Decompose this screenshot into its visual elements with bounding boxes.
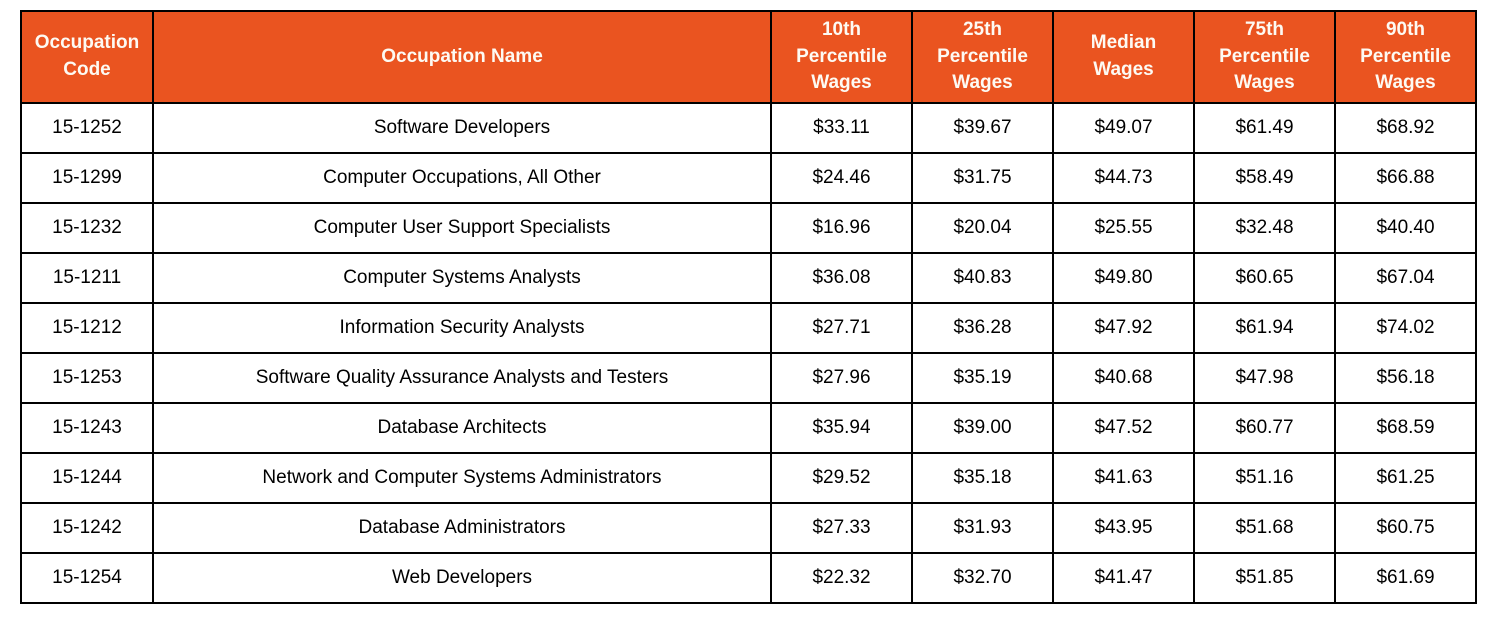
table-row: 15-1212 Information Security Analysts $2… (20, 302, 1477, 354)
wage-90th-percentile-cell: $67.04 (1334, 252, 1477, 304)
wage-25th-percentile-cell: $36.28 (911, 302, 1054, 354)
wage-median-cell: $44.73 (1052, 152, 1195, 204)
wage-75th-percentile-cell: $47.98 (1193, 352, 1336, 404)
table-row: 15-1232 Computer User Support Specialist… (20, 202, 1477, 254)
wage-25th-percentile-cell: $35.18 (911, 452, 1054, 504)
table-row: 15-1252 Software Developers $33.11 $39.6… (20, 102, 1477, 154)
occupation-name-cell: Database Administrators (152, 502, 772, 554)
wage-10th-percentile-cell: $22.32 (770, 552, 913, 604)
wage-25th-percentile-cell: $31.75 (911, 152, 1054, 204)
wage-90th-percentile-cell: $68.92 (1334, 102, 1477, 154)
occupation-code-cell: 15-1244 (20, 452, 154, 504)
wage-10th-percentile-cell: $33.11 (770, 102, 913, 154)
wage-75th-percentile-cell: $32.48 (1193, 202, 1336, 254)
wage-25th-percentile-cell: $20.04 (911, 202, 1054, 254)
wage-25th-percentile-cell: $32.70 (911, 552, 1054, 604)
occupation-code-cell: 15-1243 (20, 402, 154, 454)
wage-median-cell: $49.07 (1052, 102, 1195, 154)
wage-75th-percentile-cell: $51.85 (1193, 552, 1336, 604)
wage-median-cell: $49.80 (1052, 252, 1195, 304)
wage-90th-percentile-cell: $61.69 (1334, 552, 1477, 604)
occupation-name-cell: Database Architects (152, 402, 772, 454)
col-header-occupation-name: Occupation Name (152, 10, 772, 104)
table-row: 15-1244 Network and Computer Systems Adm… (20, 452, 1477, 504)
occupation-code-cell: 15-1252 (20, 102, 154, 154)
occupation-wages-table: Occupation Code Occupation Name 10th Per… (20, 10, 1477, 604)
col-header-occupation-code: Occupation Code (20, 10, 154, 104)
wage-median-cell: $25.55 (1052, 202, 1195, 254)
wage-median-cell: $47.92 (1052, 302, 1195, 354)
occupation-name-cell: Network and Computer Systems Administrat… (152, 452, 772, 504)
occupation-code-cell: 15-1253 (20, 352, 154, 404)
wage-median-cell: $40.68 (1052, 352, 1195, 404)
wage-90th-percentile-cell: $66.88 (1334, 152, 1477, 204)
wage-90th-percentile-cell: $60.75 (1334, 502, 1477, 554)
wage-25th-percentile-cell: $31.93 (911, 502, 1054, 554)
col-header-25th-percentile: 25th Percentile Wages (911, 10, 1054, 104)
wage-median-cell: $47.52 (1052, 402, 1195, 454)
wage-75th-percentile-cell: $51.16 (1193, 452, 1336, 504)
occupation-name-cell: Web Developers (152, 552, 772, 604)
wage-median-cell: $41.47 (1052, 552, 1195, 604)
wage-75th-percentile-cell: $60.65 (1193, 252, 1336, 304)
occupation-name-cell: Computer User Support Specialists (152, 202, 772, 254)
col-header-median-wages: Median Wages (1052, 10, 1195, 104)
wage-10th-percentile-cell: $27.96 (770, 352, 913, 404)
table-row: 15-1299 Computer Occupations, All Other … (20, 152, 1477, 204)
wage-median-cell: $41.63 (1052, 452, 1195, 504)
wage-10th-percentile-cell: $24.46 (770, 152, 913, 204)
occupation-name-cell: Information Security Analysts (152, 302, 772, 354)
occupation-name-cell: Computer Systems Analysts (152, 252, 772, 304)
occupation-code-cell: 15-1299 (20, 152, 154, 204)
wage-25th-percentile-cell: $40.83 (911, 252, 1054, 304)
wage-median-cell: $43.95 (1052, 502, 1195, 554)
wage-90th-percentile-cell: $40.40 (1334, 202, 1477, 254)
wage-10th-percentile-cell: $27.33 (770, 502, 913, 554)
wage-25th-percentile-cell: $39.00 (911, 402, 1054, 454)
table-row: 15-1253 Software Quality Assurance Analy… (20, 352, 1477, 404)
wage-90th-percentile-cell: $61.25 (1334, 452, 1477, 504)
wage-10th-percentile-cell: $29.52 (770, 452, 913, 504)
wage-10th-percentile-cell: $35.94 (770, 402, 913, 454)
occupation-code-cell: 15-1242 (20, 502, 154, 554)
col-header-10th-percentile: 10th Percentile Wages (770, 10, 913, 104)
occupation-code-cell: 15-1232 (20, 202, 154, 254)
header-row: Occupation Code Occupation Name 10th Per… (20, 10, 1477, 104)
wage-10th-percentile-cell: $36.08 (770, 252, 913, 304)
wage-90th-percentile-cell: $56.18 (1334, 352, 1477, 404)
table-row: 15-1254 Web Developers $22.32 $32.70 $41… (20, 552, 1477, 604)
col-header-75th-percentile: 75th Percentile Wages (1193, 10, 1336, 104)
occupation-name-cell: Software Developers (152, 102, 772, 154)
wage-10th-percentile-cell: $16.96 (770, 202, 913, 254)
table-body: 15-1252 Software Developers $33.11 $39.6… (20, 102, 1477, 604)
wage-25th-percentile-cell: $35.19 (911, 352, 1054, 404)
wage-25th-percentile-cell: $39.67 (911, 102, 1054, 154)
table-row: 15-1242 Database Administrators $27.33 $… (20, 502, 1477, 554)
occupation-code-cell: 15-1211 (20, 252, 154, 304)
table-row: 15-1243 Database Architects $35.94 $39.0… (20, 402, 1477, 454)
wage-10th-percentile-cell: $27.71 (770, 302, 913, 354)
occupation-name-cell: Software Quality Assurance Analysts and … (152, 352, 772, 404)
wage-75th-percentile-cell: $61.94 (1193, 302, 1336, 354)
wage-75th-percentile-cell: $58.49 (1193, 152, 1336, 204)
wage-90th-percentile-cell: $68.59 (1334, 402, 1477, 454)
wage-75th-percentile-cell: $51.68 (1193, 502, 1336, 554)
col-header-90th-percentile: 90th Percentile Wages (1334, 10, 1477, 104)
wage-75th-percentile-cell: $60.77 (1193, 402, 1336, 454)
table-header: Occupation Code Occupation Name 10th Per… (20, 10, 1477, 104)
wage-90th-percentile-cell: $74.02 (1334, 302, 1477, 354)
occupation-name-cell: Computer Occupations, All Other (152, 152, 772, 204)
occupation-code-cell: 15-1212 (20, 302, 154, 354)
occupation-code-cell: 15-1254 (20, 552, 154, 604)
table-row: 15-1211 Computer Systems Analysts $36.08… (20, 252, 1477, 304)
wage-75th-percentile-cell: $61.49 (1193, 102, 1336, 154)
